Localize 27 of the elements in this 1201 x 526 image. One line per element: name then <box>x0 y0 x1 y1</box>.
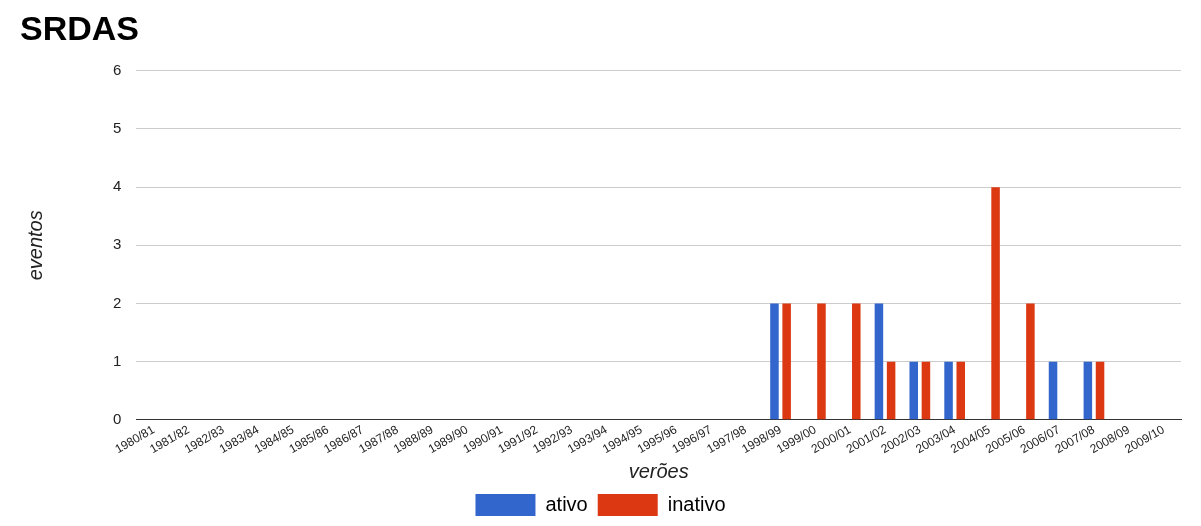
bar <box>886 361 896 420</box>
bar <box>956 361 966 420</box>
bar <box>874 303 884 420</box>
bar <box>1048 361 1058 420</box>
y-tick-label: 2 <box>113 293 122 311</box>
bar <box>1083 361 1093 420</box>
legend-label: ativo <box>545 492 588 515</box>
chart-title: SRDAS <box>20 8 140 47</box>
bar <box>909 361 919 420</box>
y-tick-label: 4 <box>113 177 122 195</box>
y-axis-title: eventos <box>23 210 46 281</box>
y-tick-label: 5 <box>113 119 122 137</box>
bar <box>782 303 791 420</box>
x-axis-title: verões <box>628 459 689 482</box>
y-tick-label: 3 <box>113 235 122 253</box>
legend-label: inativo <box>667 492 726 515</box>
y-tick-label: 6 <box>113 60 122 78</box>
bar <box>991 187 1000 420</box>
y-tick-label: 0 <box>113 409 122 427</box>
bar <box>817 303 826 420</box>
bar <box>1026 303 1035 420</box>
bar <box>770 303 779 420</box>
y-tick-label: 1 <box>113 351 122 369</box>
bar <box>852 303 861 420</box>
bar <box>944 361 953 420</box>
bar <box>1095 361 1105 420</box>
bar <box>921 361 931 420</box>
